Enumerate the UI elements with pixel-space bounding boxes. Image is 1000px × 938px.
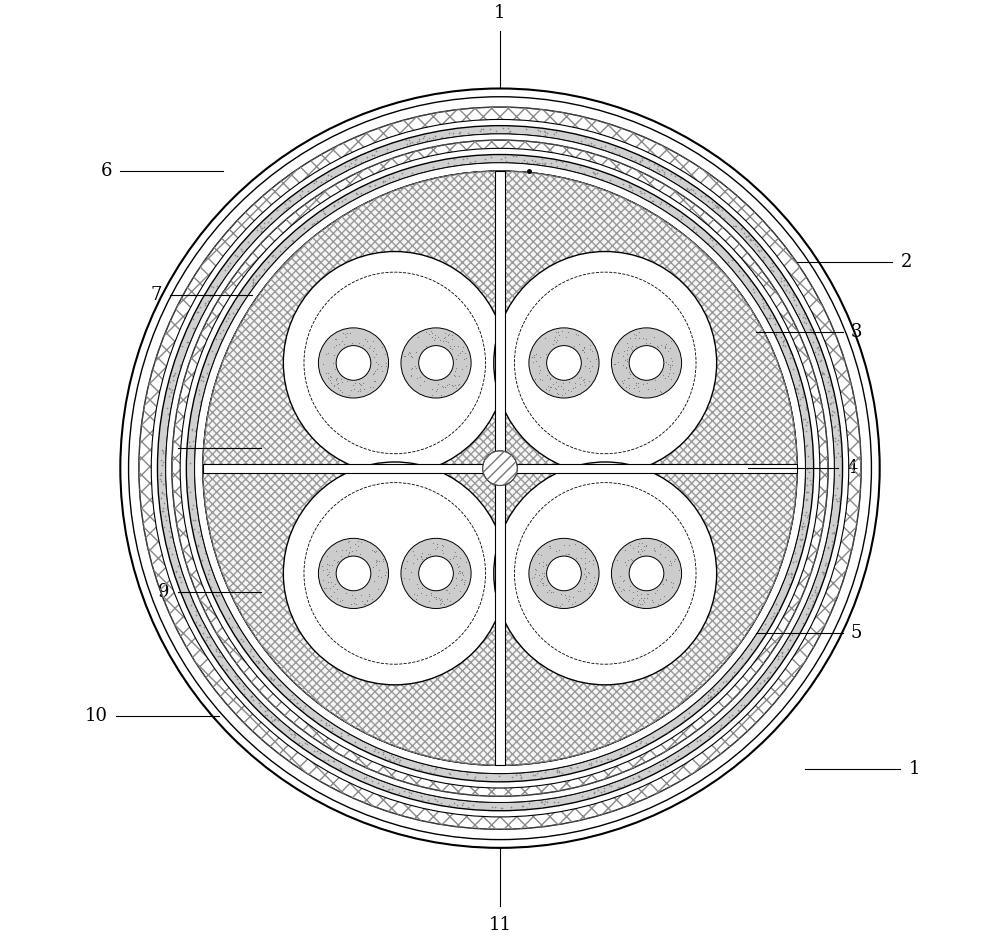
Circle shape xyxy=(547,345,581,380)
Circle shape xyxy=(203,171,797,765)
Circle shape xyxy=(318,538,389,609)
Text: 3: 3 xyxy=(851,323,862,341)
Circle shape xyxy=(419,345,453,380)
Text: 7: 7 xyxy=(150,286,162,304)
Circle shape xyxy=(180,148,820,788)
Circle shape xyxy=(494,251,717,475)
Circle shape xyxy=(283,251,506,475)
Text: 8: 8 xyxy=(158,439,170,457)
Text: 4: 4 xyxy=(847,460,858,477)
Circle shape xyxy=(611,538,682,609)
Circle shape xyxy=(120,88,880,848)
Text: 1: 1 xyxy=(909,761,920,779)
Circle shape xyxy=(336,556,371,591)
Circle shape xyxy=(166,134,834,803)
Circle shape xyxy=(172,140,828,796)
Circle shape xyxy=(203,171,797,765)
Text: 11: 11 xyxy=(488,915,512,934)
Bar xyxy=(495,171,505,765)
Text: 6: 6 xyxy=(101,162,112,180)
Circle shape xyxy=(629,556,664,591)
Circle shape xyxy=(336,345,371,380)
Circle shape xyxy=(157,126,843,810)
Circle shape xyxy=(186,155,814,782)
Circle shape xyxy=(483,451,517,486)
Circle shape xyxy=(151,119,849,817)
Circle shape xyxy=(611,328,682,398)
Circle shape xyxy=(139,107,861,829)
Text: 10: 10 xyxy=(85,707,108,725)
Text: 9: 9 xyxy=(158,583,170,601)
Circle shape xyxy=(419,556,453,591)
Circle shape xyxy=(629,345,664,380)
Circle shape xyxy=(401,328,471,398)
Circle shape xyxy=(195,163,805,774)
Circle shape xyxy=(547,556,581,591)
Circle shape xyxy=(129,97,871,840)
Circle shape xyxy=(318,328,389,398)
Circle shape xyxy=(401,538,471,609)
Circle shape xyxy=(494,462,717,685)
Circle shape xyxy=(195,163,805,774)
Circle shape xyxy=(166,134,834,803)
Text: 5: 5 xyxy=(851,625,862,643)
Circle shape xyxy=(529,328,599,398)
Text: 2: 2 xyxy=(900,253,912,271)
Circle shape xyxy=(529,538,599,609)
Text: 1: 1 xyxy=(494,5,506,23)
Bar xyxy=(203,463,797,473)
Circle shape xyxy=(283,462,506,685)
